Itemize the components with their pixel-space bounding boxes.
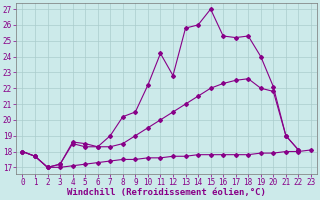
X-axis label: Windchill (Refroidissement éolien,°C): Windchill (Refroidissement éolien,°C) xyxy=(67,188,266,197)
